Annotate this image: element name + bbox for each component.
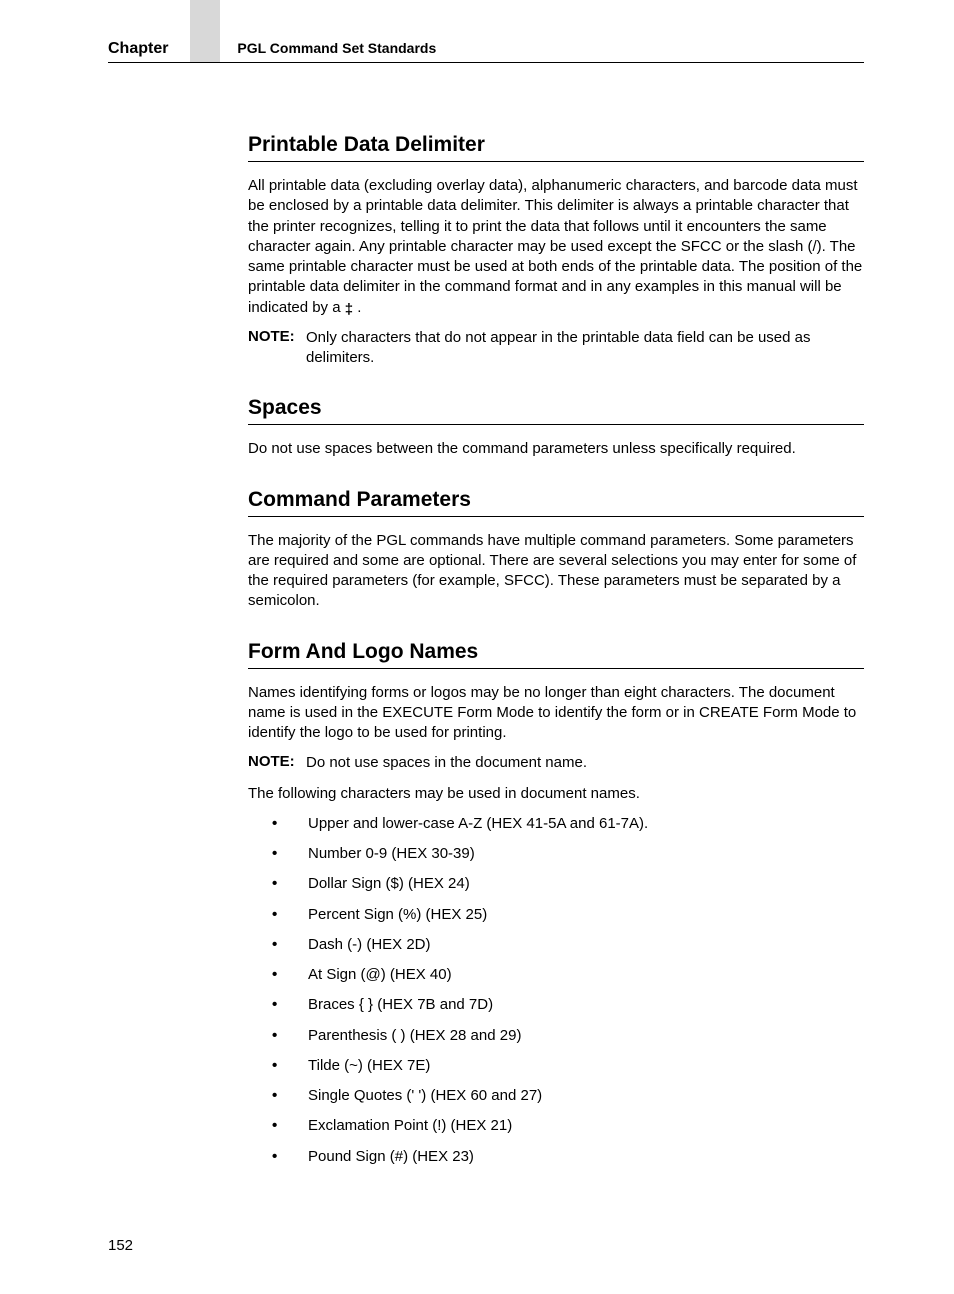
section-spaces: Spaces Do not use spaces between the com… xyxy=(248,396,864,459)
body-paragraph: Do not use spaces between the command pa… xyxy=(248,439,864,459)
section-heading: Form And Logo Names xyxy=(248,640,864,669)
character-list: Upper and lower-case A-Z (HEX 41-5A and … xyxy=(248,814,864,1167)
list-item: Parenthesis ( ) (HEX 28 and 29) xyxy=(248,1026,864,1046)
chapter-title: PGL Command Set Standards xyxy=(237,40,436,56)
list-item: At Sign (@) (HEX 40) xyxy=(248,965,864,985)
page-header: Chapter 9 PGL Command Set Standards xyxy=(108,40,864,63)
list-item: Dollar Sign ($) (HEX 24) xyxy=(248,874,864,894)
page-number: 152 xyxy=(108,1237,864,1254)
body-text-end: . xyxy=(353,299,361,316)
section-heading: Spaces xyxy=(248,396,864,425)
list-item: Upper and lower-case A-Z (HEX 41-5A and … xyxy=(248,814,864,834)
section-heading: Printable Data Delimiter xyxy=(248,133,864,162)
body-paragraph: All printable data (excluding overlay da… xyxy=(248,176,864,318)
body-paragraph: The majority of the PGL commands have mu… xyxy=(248,531,864,612)
body-paragraph: Names identifying forms or logos may be … xyxy=(248,683,864,744)
note-label: NOTE: xyxy=(248,328,306,369)
section-command-parameters: Command Parameters The majority of the P… xyxy=(248,488,864,612)
body-paragraph: The following characters may be used in … xyxy=(248,784,864,804)
chapter-label: Chapter xyxy=(108,40,168,58)
body-text: All printable data (excluding overlay da… xyxy=(248,177,862,316)
list-item: Pound Sign (#) (HEX 23) xyxy=(248,1147,864,1167)
section-printable-data-delimiter: Printable Data Delimiter All printable d… xyxy=(248,133,864,368)
note-label: NOTE: xyxy=(248,753,306,773)
note-block: NOTE: Only characters that do not appear… xyxy=(248,328,864,369)
section-form-and-logo-names: Form And Logo Names Names identifying fo… xyxy=(248,640,864,1167)
dagger-icon: ‡ xyxy=(345,301,353,318)
chapter-tab xyxy=(190,0,220,62)
list-item: Tilde (~) (HEX 7E) xyxy=(248,1056,864,1076)
list-item: Percent Sign (%) (HEX 25) xyxy=(248,905,864,925)
list-item: Exclamation Point (!) (HEX 21) xyxy=(248,1116,864,1136)
note-text: Only characters that do not appear in th… xyxy=(306,328,864,369)
list-item: Dash (-) (HEX 2D) xyxy=(248,935,864,955)
page-container: Chapter 9 PGL Command Set Standards Prin… xyxy=(0,0,954,1294)
content-area: Printable Data Delimiter All printable d… xyxy=(248,133,864,1167)
note-text: Do not use spaces in the document name. xyxy=(306,753,864,773)
list-item: Number 0-9 (HEX 30-39) xyxy=(248,844,864,864)
note-block: NOTE: Do not use spaces in the document … xyxy=(248,753,864,773)
list-item: Single Quotes (' ') (HEX 60 and 27) xyxy=(248,1086,864,1106)
section-heading: Command Parameters xyxy=(248,488,864,517)
list-item: Braces { } (HEX 7B and 7D) xyxy=(248,995,864,1015)
